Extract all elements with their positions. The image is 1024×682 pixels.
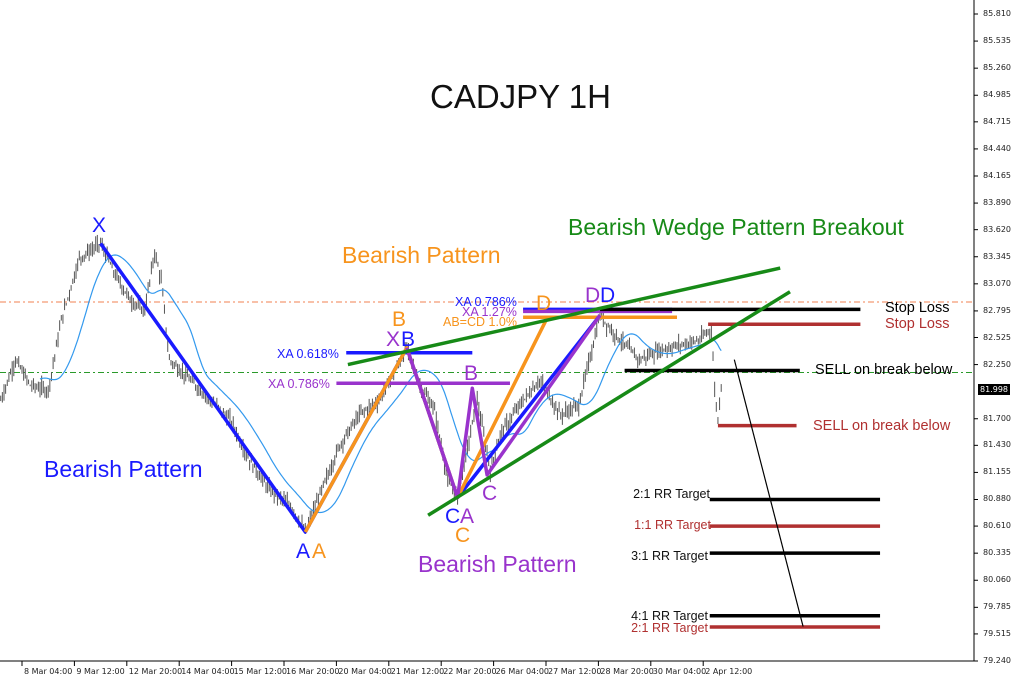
x-tick-label: 15 Mar 12:00 [233, 667, 288, 676]
wedge-lower [427, 290, 791, 517]
target-2-1-red-label: 2:1 RR Target [631, 621, 708, 635]
x-tick-label: 14 Mar 04:00 [181, 667, 235, 676]
point-c-blue: C [445, 505, 461, 528]
y-tick-label: 82.525 [983, 332, 1011, 342]
y-tick-label: 85.535 [983, 36, 1011, 46]
y-tick-label: 84.985 [983, 90, 1011, 100]
x-tick-label: 9 Mar 12:00 [76, 667, 125, 676]
fib-xa-0618-label: XA 0.618% [277, 347, 339, 361]
y-tick-label: 85.810 [983, 9, 1011, 18]
x-tick-label: 2 Apr 12:00 [705, 667, 753, 676]
projection-line [733, 359, 804, 627]
point-c-orange: C [455, 524, 471, 547]
y-tick-label: 80.060 [983, 575, 1011, 585]
point-c-purple: C [482, 482, 498, 505]
point-b-orange: B [392, 308, 407, 331]
y-tick-label: 82.795 [983, 305, 1011, 315]
x-tick-label: 12 Mar 20:00 [128, 667, 183, 676]
y-tick-label: 85.260 [983, 63, 1011, 73]
purple-pattern [405, 314, 602, 500]
point-a-purple: A [460, 505, 475, 528]
y-tick-label: 81.430 [983, 440, 1011, 450]
x-tick-label: 28 Mar 20:00 [600, 667, 654, 676]
stop-loss-red-label: Stop Loss [885, 316, 950, 332]
x-tick-label: 8 Mar 04:00 [24, 667, 73, 676]
x-tick-label: 16 Mar 20:00 [286, 667, 340, 676]
y-tick-label: 84.440 [983, 143, 1011, 153]
point-a-orange: A [312, 540, 327, 563]
target-4-1-black-label: 4:1 RR Target [631, 609, 708, 623]
current-price-label: 81.998 [978, 384, 1010, 395]
y-tick-label: 83.070 [983, 278, 1011, 288]
point-b-purple: B [464, 362, 479, 385]
moving-average-line [39, 254, 722, 514]
y-tick-label: 79.785 [983, 602, 1011, 612]
y-tick-label: 82.250 [983, 359, 1011, 369]
y-tick-label: 80.610 [983, 521, 1011, 531]
fib-xa-127-label: XA 1.27% [462, 305, 517, 319]
point-d-blue: D [600, 284, 616, 307]
wedge-pattern-label: Bearish Wedge Pattern Breakout [568, 214, 904, 240]
sell-black-label: SELL on break below [815, 362, 953, 378]
x-tick-label: 20 Mar 04:00 [338, 667, 392, 676]
y-tick-label: 84.715 [983, 116, 1011, 126]
y-tick-label: 79.515 [983, 628, 1011, 638]
point-d-purple: D [585, 284, 601, 307]
y-tick-label: 83.890 [983, 198, 1011, 208]
fib-xa-0786-purple-label: XA 0.786% [268, 377, 330, 391]
target-2-1-black-label: 2:1 RR Target [633, 487, 710, 501]
blue-pattern-label: Bearish Pattern [44, 456, 203, 482]
x-tick-label: 22 Mar 20:00 [443, 667, 497, 676]
orange-pattern-label: Bearish Pattern [342, 242, 501, 268]
y-tick-label: 83.620 [983, 224, 1011, 234]
y-tick-label: 81.155 [983, 467, 1011, 477]
x-tick-label: 26 Mar 04:00 [495, 667, 550, 676]
purple-pattern-label: Bearish Pattern [418, 551, 577, 577]
y-tick-label: 84.165 [983, 170, 1011, 180]
y-tick-label: 81.700 [983, 413, 1011, 423]
y-tick-label: 79.240 [983, 656, 1011, 665]
x-tick-label: 27 Mar 12:00 [548, 667, 602, 676]
point-x-purple: X [386, 328, 401, 351]
point-d-orange: D [536, 292, 552, 315]
sell-red-label: SELL on break below [813, 418, 951, 434]
chart-title: CADJPY 1H [430, 78, 611, 115]
y-tick-label: 83.345 [983, 251, 1011, 261]
x-tick-label: 21 Mar 12:00 [390, 667, 445, 676]
fib-xa-0786-blue-label: XA 0.786% [455, 295, 517, 309]
point-b-blue: B [401, 328, 416, 351]
x-tick-label: 30 Mar 04:00 [652, 667, 707, 676]
wedge-upper [347, 266, 781, 367]
fib-abcd-label: AB=CD 1.0% [443, 315, 517, 329]
point-x-blue: X [92, 214, 107, 237]
point-a-blue: A [296, 540, 311, 563]
target-1-1-red-label: 1:1 RR Target [634, 518, 711, 532]
y-tick-label: 80.335 [983, 548, 1011, 558]
target-3-1-black-label: 3:1 RR Target [631, 549, 708, 563]
y-tick-label: 80.880 [983, 494, 1011, 504]
blue-pattern [99, 242, 602, 534]
stop-loss-black-label: Stop Loss [885, 300, 950, 316]
